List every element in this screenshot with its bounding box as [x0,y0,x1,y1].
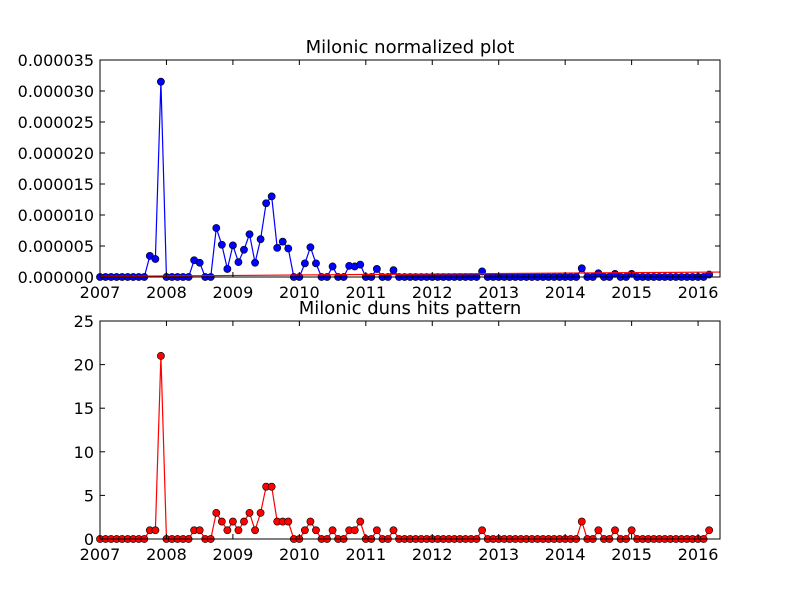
y-tick-label: 0.000020 [18,144,94,163]
plot-frame [100,60,720,277]
y-tick-label: 0.000005 [18,237,94,256]
plot-frame [100,321,720,539]
chart-title-duns-hits: Milonic duns hits pattern [299,298,522,319]
data-point [274,244,281,251]
y-tick-label: 15 [74,399,94,418]
y-tick-label: 0 [84,530,94,549]
data-point [246,509,253,516]
x-tick-label: 2014 [545,283,586,302]
chart-title-normalized: Milonic normalized plot [306,37,515,58]
data-point [263,200,270,207]
data-point [351,527,358,534]
y-tick-label: 0.000030 [18,82,94,101]
normalized-plot-panel: Milonic normalized plot 2007 2008 2009 2010… [18,37,720,302]
data-point [595,527,602,534]
data-point [307,518,314,525]
data-point [157,78,164,85]
plot-area [96,352,712,542]
data-point [229,518,236,525]
data-point [307,244,314,251]
data-point [329,263,336,270]
data-point [390,267,397,274]
y-tick-label: 0.000015 [18,175,94,194]
data-point [251,259,258,266]
data-point [373,265,380,272]
data-point [196,527,203,534]
x-tick-label: 2011 [345,545,386,564]
data-point [224,265,231,272]
data-point [373,527,380,534]
y-tick-label: 0.000035 [18,51,94,70]
data-point [240,518,247,525]
x-tick-label: 2015 [611,283,652,302]
data-point [152,255,159,262]
data-point [157,352,164,359]
data-point [229,242,236,249]
data-point [213,509,220,516]
data-point [628,527,635,534]
data-point [235,527,242,534]
x-tick-label: 2008 [146,283,187,302]
y-tick-label: 5 [84,486,94,505]
data-point [268,483,275,490]
data-point [196,259,203,266]
data-point [301,260,308,267]
data-point [578,265,585,272]
duns-hits-panel: Milonic duns hits pattern 2007 2008 2009 20… [74,298,720,564]
series-line-0 [100,356,709,539]
data-point [268,193,275,200]
x-tick-label: 2015 [611,545,652,564]
x-tick-label: 2009 [213,283,254,302]
data-point [213,224,220,231]
x-tick-label: 2008 [146,545,187,564]
data-point [390,527,397,534]
y-tick-label: 25 [74,312,94,331]
x-tick-label: 2016 [678,283,719,302]
data-point [257,236,264,243]
y-tick-label: 10 [74,443,94,462]
data-point [285,518,292,525]
data-point [611,527,618,534]
data-point [285,245,292,252]
y-tick-label: 0.000025 [18,113,94,132]
data-point [706,527,713,534]
data-point [357,518,364,525]
data-point [312,527,319,534]
x-tick-label: 2010 [279,545,320,564]
data-point [224,527,231,534]
data-point [152,527,159,534]
y-tick-label: 0.000000 [18,268,94,287]
y-tick-label: 0.000010 [18,206,94,225]
data-point [235,259,242,266]
x-tick-label: 2012 [412,545,453,564]
x-tick-label: 2013 [478,545,519,564]
data-point [240,246,247,253]
data-point [479,527,486,534]
data-point [357,261,364,268]
data-point [251,527,258,534]
data-point [218,241,225,248]
data-point [246,231,253,238]
data-point [279,238,286,245]
data-point [218,518,225,525]
x-tick-label: 2009 [213,545,254,564]
data-point [329,527,336,534]
x-tick-label: 2016 [678,545,719,564]
data-point [301,527,308,534]
data-point [257,509,264,516]
series-line-0 [100,82,709,277]
x-tick-label: 2014 [545,545,586,564]
y-tick-label: 20 [74,356,94,375]
data-point [312,260,319,267]
plot-area [96,78,720,281]
data-point [578,518,585,525]
